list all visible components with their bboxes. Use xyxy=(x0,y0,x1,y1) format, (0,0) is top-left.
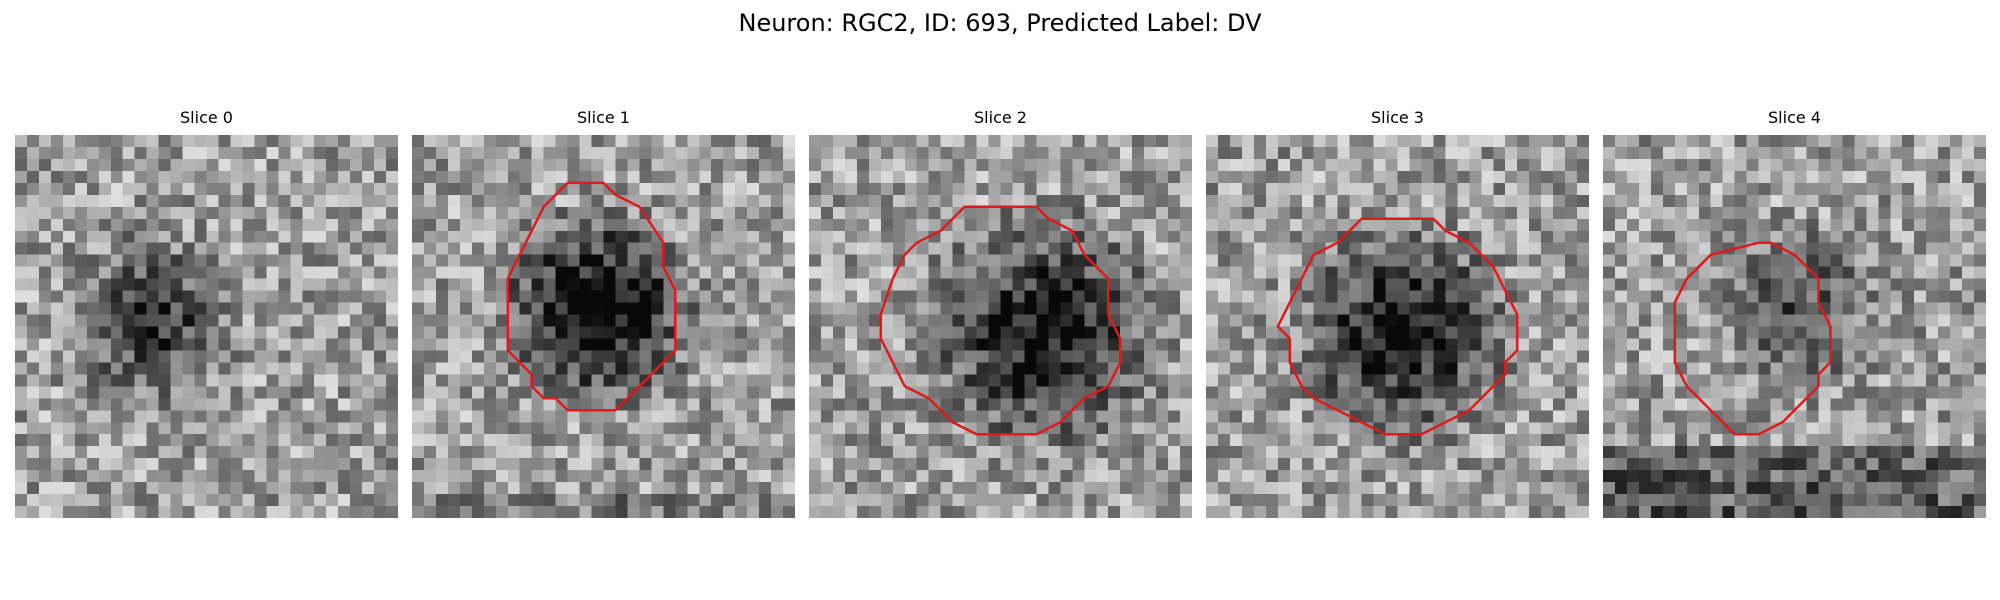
slice-pixel-grid xyxy=(15,135,398,518)
panel-slice-2: Slice 2 xyxy=(809,108,1192,518)
grayscale-slice-image xyxy=(15,135,398,518)
grayscale-slice-image xyxy=(809,135,1192,518)
panel-title: Slice 4 xyxy=(1768,108,1821,127)
panel-title: Slice 1 xyxy=(577,108,630,127)
slice-pixel-grid xyxy=(412,135,795,518)
grayscale-slice-image xyxy=(1603,135,1986,518)
panel-slice-1: Slice 1 xyxy=(412,108,795,518)
panel-title: Slice 3 xyxy=(1371,108,1424,127)
grayscale-slice-image xyxy=(1206,135,1589,518)
slice-pixel-grid xyxy=(1206,135,1589,518)
slice-pixel-grid xyxy=(809,135,1192,518)
neuron-contour-outline xyxy=(1673,241,1832,436)
slice-pixel-grid xyxy=(1603,135,1986,518)
panel-title: Slice 0 xyxy=(180,108,233,127)
panel-title: Slice 2 xyxy=(974,108,1027,127)
panel-slice-4: Slice 4 xyxy=(1603,108,1986,518)
neuron-contour-outline xyxy=(879,205,1122,436)
panel-slice-3: Slice 3 xyxy=(1206,108,1589,518)
neuron-contour-outline xyxy=(506,181,677,412)
figure-title: Neuron: RGC2, ID: 693, Predicted Label: … xyxy=(738,9,1262,37)
panel-slice-0: Slice 0 xyxy=(15,108,398,518)
grayscale-slice-image xyxy=(412,135,795,518)
neuron-contour-outline xyxy=(1276,217,1519,436)
